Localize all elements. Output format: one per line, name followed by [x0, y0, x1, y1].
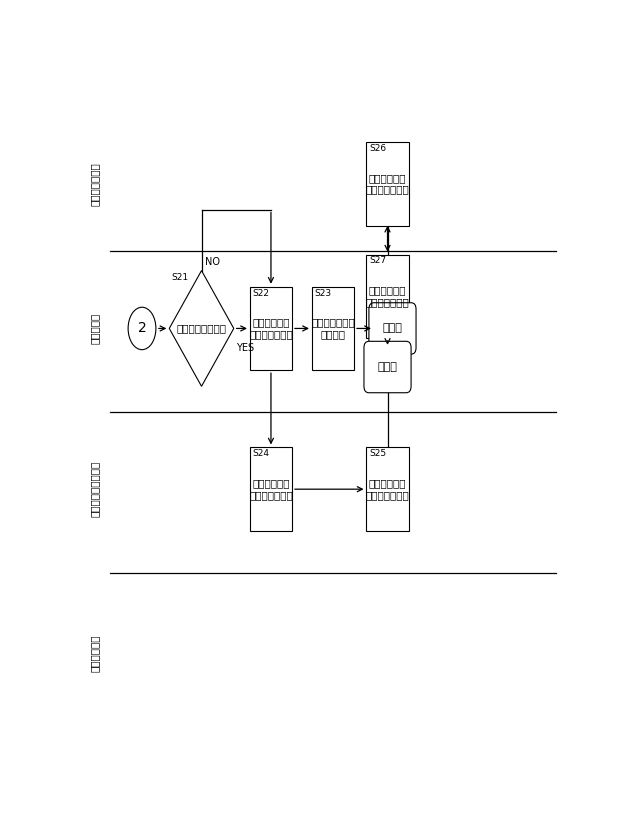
Polygon shape [169, 271, 234, 387]
Text: S27: S27 [369, 256, 386, 266]
Ellipse shape [128, 307, 156, 350]
Text: 送信情報未接端: 送信情報未接端 [90, 162, 100, 205]
Text: NO: NO [205, 257, 220, 267]
Text: 所定のグループ？: 所定のグループ？ [177, 323, 227, 333]
Text: 携帯端末装置: 携帯端末装置 [90, 635, 100, 672]
FancyBboxPatch shape [364, 342, 411, 392]
FancyBboxPatch shape [367, 448, 408, 531]
Text: S23: S23 [314, 289, 332, 297]
Text: 取得日時及び
氏名情報を出力: 取得日時及び 氏名情報を出力 [249, 317, 293, 339]
Text: 取得日時及び
氏名情報を取得: 取得日時及び 氏名情報を取得 [249, 478, 293, 500]
FancyBboxPatch shape [367, 142, 408, 225]
Text: S25: S25 [369, 449, 386, 458]
FancyBboxPatch shape [250, 286, 292, 370]
Text: 2: 2 [138, 321, 147, 336]
FancyBboxPatch shape [369, 303, 416, 354]
Text: コンテンツ出力装置: コンテンツ出力装置 [90, 461, 100, 518]
Text: S26: S26 [369, 144, 386, 153]
Text: サーバ装置: サーバ装置 [90, 313, 100, 344]
Text: YES: YES [236, 342, 254, 352]
Text: S24: S24 [252, 449, 269, 458]
Text: エンド: エンド [378, 362, 397, 372]
FancyBboxPatch shape [250, 448, 292, 531]
Text: S22: S22 [252, 289, 269, 297]
Text: S21: S21 [172, 273, 188, 282]
Text: 取得日時及び
氏名情報を出力: 取得日時及び 氏名情報を出力 [365, 286, 410, 307]
Text: エンド: エンド [383, 323, 403, 333]
FancyBboxPatch shape [367, 255, 408, 338]
Text: 取得日時の特定
及び記憶: 取得日時の特定 及び記憶 [311, 317, 355, 339]
Text: 取得日時及び
氏名情報を出力: 取得日時及び 氏名情報を出力 [365, 478, 410, 500]
Text: 取得日時及び
氏名情報を取得: 取得日時及び 氏名情報を取得 [365, 173, 410, 195]
FancyBboxPatch shape [312, 286, 354, 370]
